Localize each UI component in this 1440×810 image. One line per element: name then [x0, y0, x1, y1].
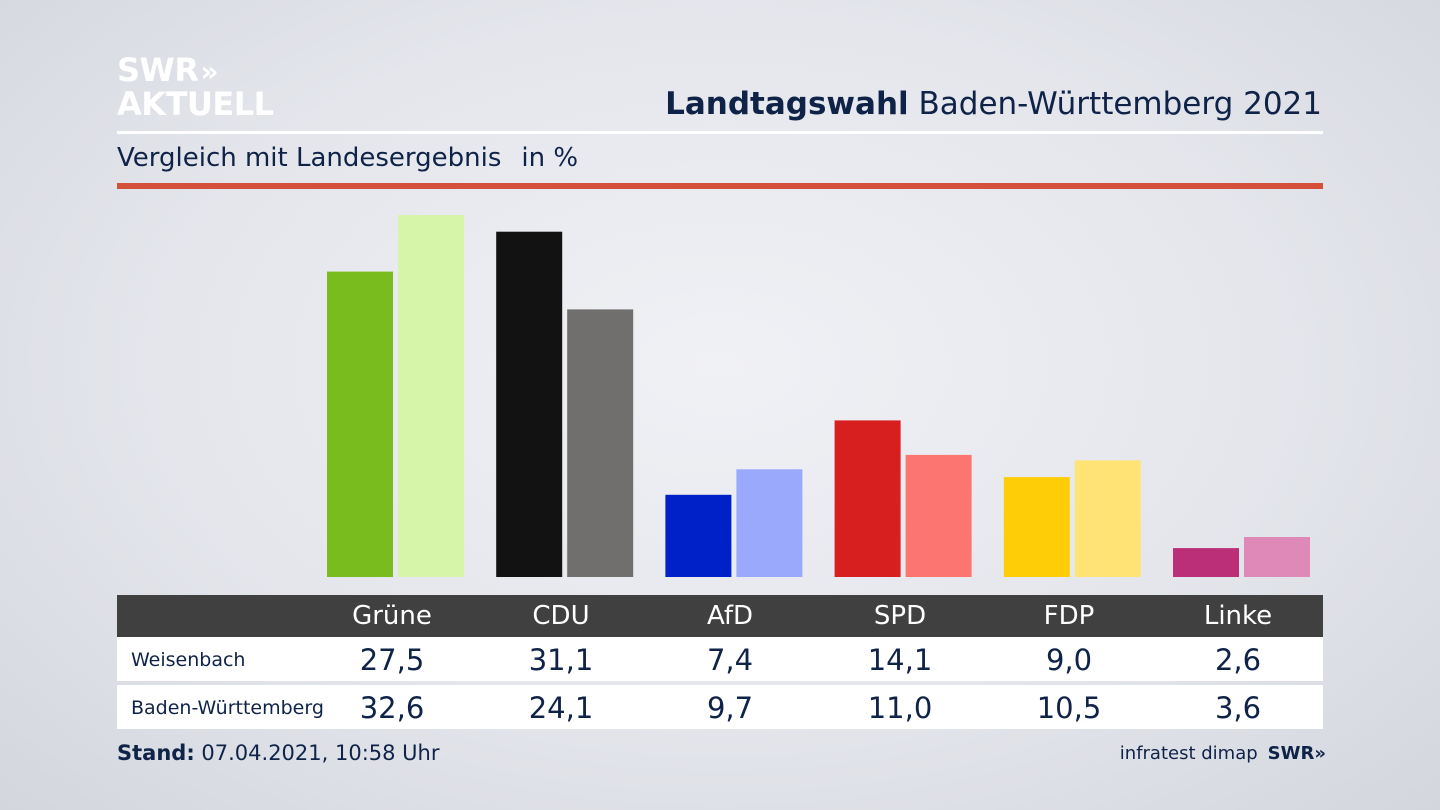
header-gruene: Grüne [352, 601, 432, 631]
table-cell: 7,4 [706, 643, 754, 677]
table-cell: 24,1 [528, 691, 594, 725]
table-cell: 10,5 [1036, 691, 1102, 725]
table-cell: 31,1 [528, 643, 594, 677]
timestamp-value: 07.04.2021, 10:58 Uhr [194, 741, 440, 765]
bar-spd-state [905, 454, 972, 577]
chart-title-rest: Baden-Württemberg 2021 [908, 86, 1323, 122]
chart-title: Landtagswahl Baden-Württemberg 2021 [665, 86, 1322, 122]
header-linke: Linke [1203, 601, 1273, 631]
table-cell: 9,0 [1045, 643, 1093, 677]
chart-title-bold: Landtagswahl [665, 86, 909, 122]
swr-chevrons-icon: » [1314, 743, 1326, 764]
table-cell: 14,1 [867, 643, 933, 677]
table-cell: 32,6 [359, 691, 425, 725]
chart-subtitle: Vergleich mit Landesergebnis in % [117, 143, 578, 173]
subtitle-unit: in % [521, 143, 579, 173]
logo-line-1: SWR» [117, 54, 274, 86]
table-cell: 3,6 [1214, 691, 1262, 725]
bar-grne-local [327, 271, 393, 577]
table-cell: 9,7 [706, 691, 754, 725]
source-credit: infratest dimap SWR» [1119, 743, 1326, 764]
subtitle-text: Vergleich mit Landesergebnis [117, 143, 502, 173]
timestamp: Stand: 07.04.2021, 10:58 Uhr [117, 741, 440, 765]
table-cell: 2,6 [1214, 643, 1262, 677]
bar-fdp-local [1003, 477, 1070, 577]
bar-linke-state [1244, 537, 1310, 577]
header-cdu: CDU [532, 601, 590, 631]
bar-cdu-local [496, 231, 563, 577]
results-table: Grüne CDU AfD SPD FDP Linke Weisenbach 2… [117, 595, 1323, 729]
table-header-row: Grüne CDU AfD SPD FDP Linke [117, 595, 1323, 637]
bar-cdu-state [567, 309, 634, 577]
table-row: Baden-Württemberg 32,6 24,1 9,7 11,0 10,… [117, 685, 1323, 729]
table-cell: 11,0 [867, 691, 933, 725]
logo-swr-text: SWR [117, 51, 199, 89]
title-divider [117, 131, 1323, 134]
logo-line-2: AKTUELL [117, 85, 274, 123]
header-afd: AfD [706, 601, 754, 631]
table-cell: 27,5 [359, 643, 425, 677]
row-label: Baden-Württemberg [131, 697, 324, 719]
bar-grne-state [398, 215, 464, 577]
bar-afd-state [736, 469, 803, 577]
row-label: Weisenbach [131, 649, 246, 671]
header-spd: SPD [873, 601, 927, 631]
header-fdp: FDP [1043, 601, 1095, 631]
bar-linke-local [1173, 548, 1239, 577]
bar-afd-local [665, 494, 732, 577]
timestamp-label: Stand: [117, 741, 195, 765]
bar-fdp-state [1074, 460, 1141, 577]
table-row: Weisenbach 27,5 31,1 7,4 14,1 9,0 2,6 [117, 637, 1323, 681]
subtitle-divider [117, 183, 1323, 189]
swr-small-logo: SWR» [1267, 743, 1326, 764]
swr-aktuell-logo: SWR» AKTUELL [117, 54, 274, 120]
source-text: infratest dimap [1119, 743, 1258, 764]
swr-small-logo-text: SWR [1267, 743, 1315, 764]
bar-spd-local [834, 420, 901, 577]
